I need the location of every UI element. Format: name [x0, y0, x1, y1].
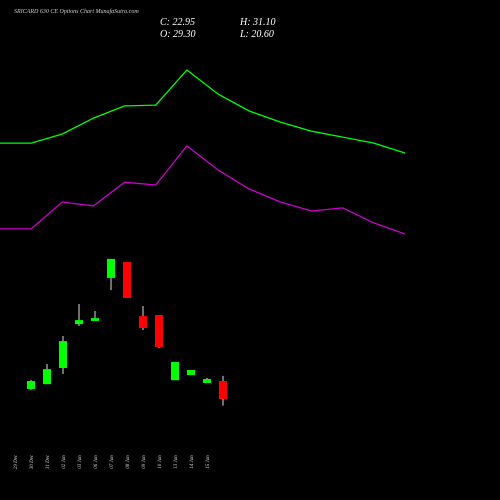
indicator-line [0, 69, 406, 154]
x-tick-label: 06 Jan [94, 455, 99, 469]
x-tick-label: 02 Jan [62, 455, 67, 469]
candle-body [203, 379, 211, 384]
x-tick-label: 15 Jan [206, 455, 211, 469]
candle-body [171, 362, 179, 381]
x-tick-label: 30 Dec [30, 454, 35, 469]
open-label: O: 29.30 [160, 29, 196, 40]
candle-body [107, 258, 115, 278]
x-tick-label: 13 Jan [174, 455, 179, 469]
x-tick-label: 07 Jan [110, 455, 115, 469]
candle-body [91, 318, 99, 321]
candle-body [27, 381, 35, 389]
x-tick-label: 14 Jan [190, 455, 195, 469]
candle-body [187, 369, 195, 376]
indicator-line [0, 144, 406, 235]
candle-body [219, 381, 227, 400]
x-tick-label: 10 Jan [158, 455, 163, 469]
x-tick-label: 29 Dec [14, 454, 19, 469]
x-tick-label: 31 Dec [46, 454, 51, 469]
x-tick-label: 09 Jan [142, 455, 147, 469]
candle-body [155, 315, 163, 348]
chart-title: SRICARD 630 CE Options Chart MunafaSutra… [14, 8, 139, 15]
low-label: L: 20.60 [239, 29, 274, 40]
candle-body [59, 341, 67, 368]
candle-body [123, 262, 131, 299]
close-label: C: 22.95 [160, 17, 195, 28]
x-tick-label: 03 Jan [78, 455, 83, 469]
candle-body [43, 369, 51, 385]
candle-body [139, 316, 147, 329]
high-label: H: 31.10 [239, 17, 276, 28]
candle-body [75, 320, 83, 325]
x-tick-label: 08 Jan [126, 455, 131, 469]
